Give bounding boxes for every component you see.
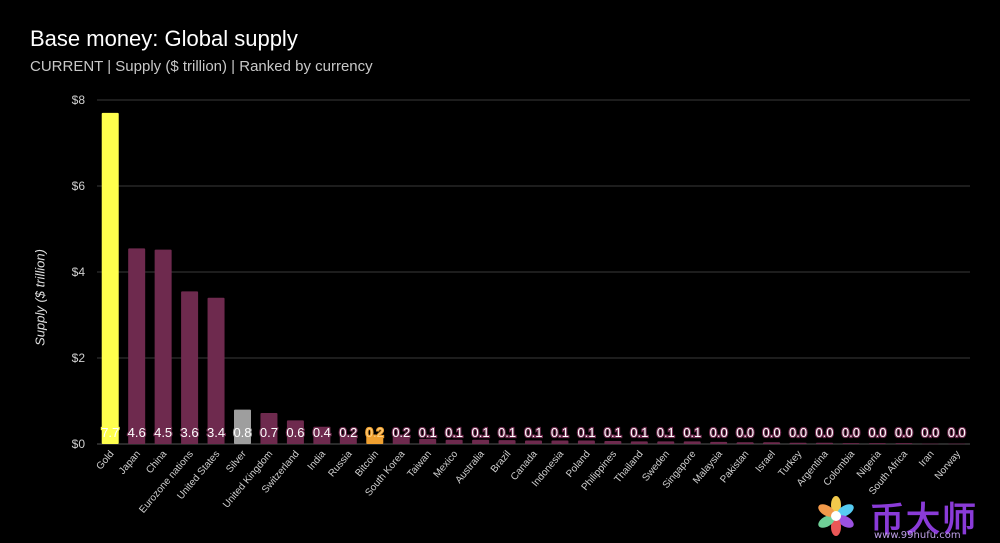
bar-japan <box>128 248 146 444</box>
bar-china <box>154 249 172 444</box>
bar-brazil <box>498 440 516 444</box>
data-label: 7.7 <box>101 425 119 440</box>
data-label: 0.0 <box>815 425 833 440</box>
x-tick-label: India <box>306 449 329 473</box>
bar-poland <box>577 440 595 444</box>
bar-nigeria <box>868 443 886 444</box>
bar-sweden <box>657 441 675 444</box>
data-label: 0.0 <box>948 425 966 440</box>
bar-canada <box>525 440 542 444</box>
bar-south-africa <box>895 443 913 444</box>
bar-thailand <box>630 441 648 444</box>
data-label: 0.1 <box>683 425 701 440</box>
data-label: 0.1 <box>577 425 595 440</box>
data-label: 0.1 <box>524 425 542 440</box>
y-tick-label: $2 <box>72 351 86 365</box>
data-label: 0.0 <box>710 425 728 440</box>
data-label: 0.0 <box>895 425 913 440</box>
x-tick-label: Thailand <box>613 449 646 485</box>
data-label: 0.1 <box>498 425 516 440</box>
x-tick-label: Norway <box>933 449 963 482</box>
bar-russia <box>339 434 357 444</box>
bar-south-korea <box>392 436 410 444</box>
data-label: 4.6 <box>128 425 146 440</box>
x-tick-label: Israel <box>754 449 778 475</box>
data-label: 0.2 <box>339 425 357 440</box>
bar-malaysia <box>710 441 728 444</box>
bar-pakistan <box>736 442 754 444</box>
chart-title: Base money: Global supply <box>30 26 298 51</box>
chart-subtitle: CURRENT | Supply ($ trillion) | Ranked b… <box>30 58 373 75</box>
bar-indonesia <box>551 440 569 444</box>
bar-bitcoin <box>366 435 384 444</box>
data-label: 0.4 <box>313 425 331 440</box>
x-tick-label: Australia <box>453 449 487 486</box>
data-label: 0.0 <box>842 425 860 440</box>
data-label: 3.6 <box>181 425 199 440</box>
data-label: 0.1 <box>657 425 675 440</box>
data-label: 0.8 <box>233 425 251 440</box>
x-tick-label: Japan <box>117 449 143 477</box>
bar-india <box>313 426 331 444</box>
data-label: 0.2 <box>366 425 384 440</box>
data-label: 4.5 <box>154 425 172 440</box>
data-label: 0.7 <box>260 425 278 440</box>
data-label: 0.0 <box>868 425 886 440</box>
bar-taiwan <box>419 438 437 444</box>
bar-iran <box>921 443 939 445</box>
x-tick-label: Gold <box>95 449 117 472</box>
data-label: 0.1 <box>604 425 622 440</box>
data-label: 0.1 <box>551 425 569 440</box>
x-tick-label: Silver <box>224 448 249 475</box>
x-tick-label: Pakistan <box>718 449 751 485</box>
bar-argentina <box>816 442 833 444</box>
y-tick-label: $8 <box>72 93 86 107</box>
bar-australia <box>472 439 490 444</box>
data-label: 0.0 <box>789 425 807 440</box>
x-tick-label: Russia <box>327 449 355 480</box>
data-label: 0.1 <box>472 425 490 440</box>
x-tick-label: Brazil <box>489 449 514 475</box>
bar-singapore <box>683 441 701 444</box>
bar-philippines <box>604 440 622 444</box>
bar-silver <box>234 409 251 444</box>
bar-switzerland <box>286 420 304 444</box>
bar-united-kingdom <box>260 413 278 444</box>
data-label: 0.6 <box>286 425 304 440</box>
x-tick-label: Iran <box>917 449 937 469</box>
y-tick-label: $0 <box>72 437 86 451</box>
bar-eurozone-nations <box>181 291 199 444</box>
data-label: 0.1 <box>419 425 437 440</box>
x-tick-label: Taiwan <box>406 449 434 480</box>
y-tick-label: $6 <box>72 179 86 193</box>
watermark-text: 币大师 <box>870 500 978 540</box>
bar-israel <box>763 442 781 444</box>
data-label: 0.0 <box>763 425 781 440</box>
data-label: 0.2 <box>392 425 410 440</box>
x-tick-label: China <box>144 449 170 476</box>
bar-united-states <box>207 297 225 444</box>
flower-logo-icon <box>818 496 854 536</box>
data-label: 3.4 <box>207 425 225 440</box>
data-label: 0.1 <box>445 425 463 440</box>
bar-norway <box>948 443 966 445</box>
watermark: 币大师 www.99hufu.com <box>812 490 1000 543</box>
bar-colombia <box>842 443 860 444</box>
watermark-url: www.99hufu.com <box>874 530 961 541</box>
data-label: 0.1 <box>630 425 648 440</box>
data-label: 0.0 <box>921 425 939 440</box>
bar-turkey <box>789 442 807 444</box>
bar-mexico <box>445 439 463 444</box>
y-tick-label: $4 <box>72 265 86 279</box>
bar-gold <box>101 112 119 445</box>
data-label: 0.0 <box>736 425 754 440</box>
